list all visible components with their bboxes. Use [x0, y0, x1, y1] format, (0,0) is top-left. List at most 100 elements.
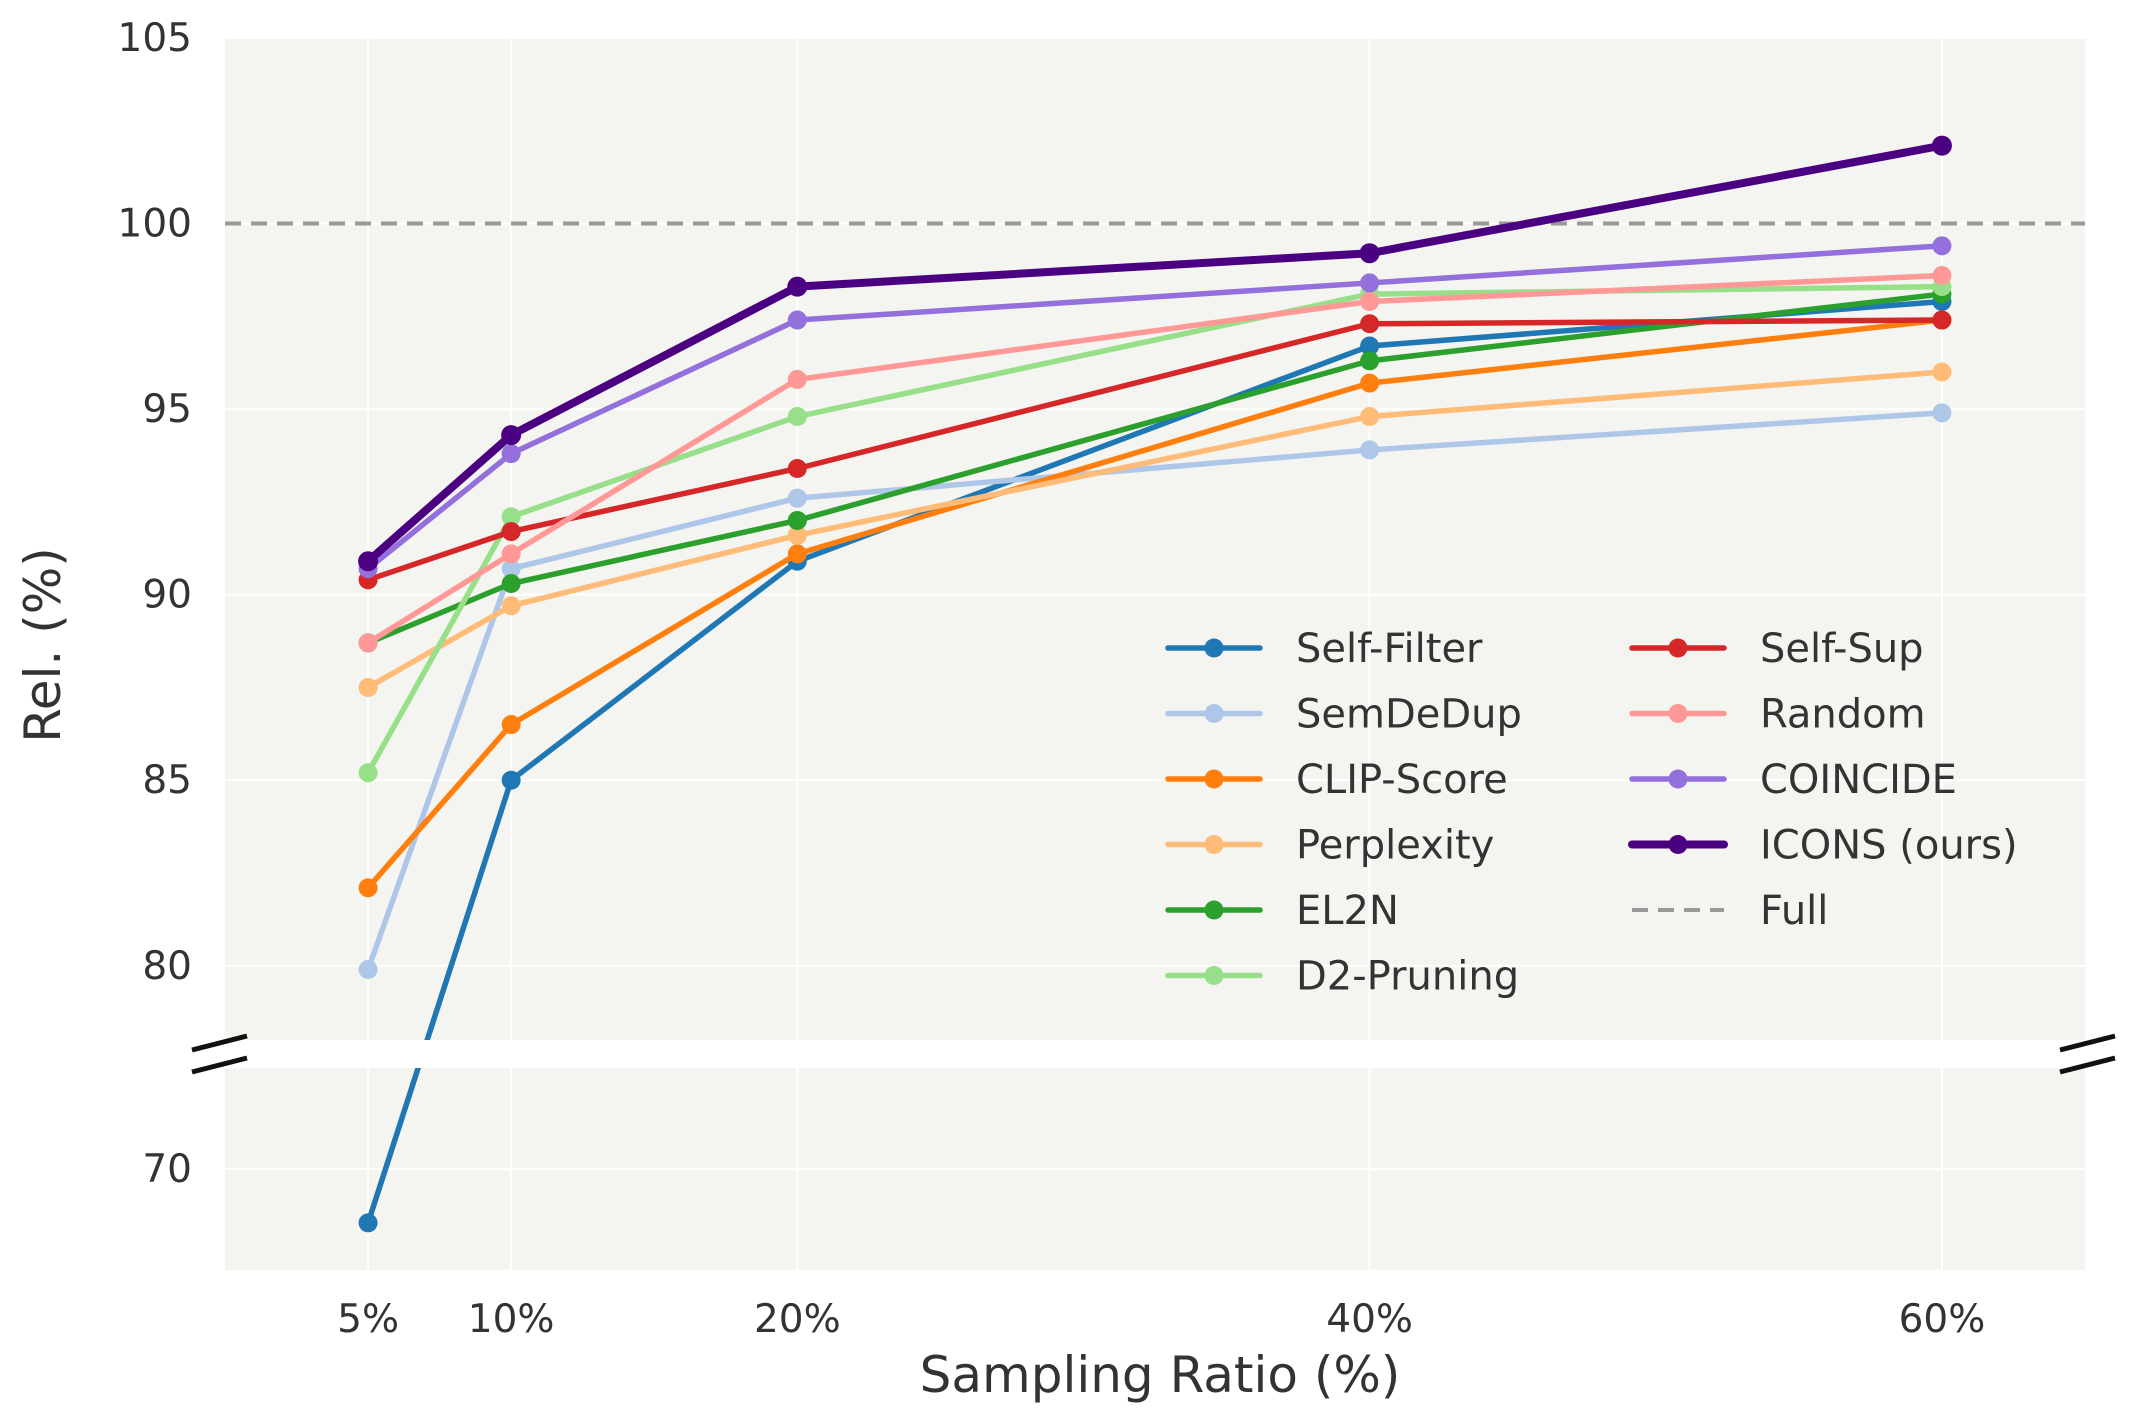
data-point — [501, 715, 521, 735]
legend-entry: EL2N — [1165, 888, 1399, 934]
break-gap — [185, 1040, 2132, 1068]
legend-label: D2-Pruning — [1296, 954, 1519, 1000]
data-point — [787, 488, 807, 508]
data-point — [1932, 403, 1952, 423]
x-tick-label: 5% — [337, 1297, 399, 1342]
y-tick-label: 95 — [142, 387, 192, 432]
data-point — [501, 544, 521, 564]
data-point — [1360, 336, 1380, 356]
data-point — [787, 369, 807, 389]
y-tick-label: 70 — [142, 1147, 192, 1192]
y-tick-label: 100 — [118, 202, 192, 247]
axis-break — [185, 1033, 2132, 1075]
data-point — [1932, 310, 1952, 330]
data-point — [501, 559, 521, 579]
series-random — [358, 266, 1952, 653]
data-point — [1360, 407, 1380, 427]
legend-swatch-marker — [1204, 638, 1224, 658]
legend-entry: Full — [1632, 888, 1828, 934]
y-tick-label: 105 — [118, 16, 192, 61]
legend-swatch-marker — [1668, 835, 1688, 854]
series-perplexity — [358, 362, 1952, 697]
data-point — [358, 878, 378, 898]
legend-entry: ICONS (ours) — [1628, 823, 2018, 869]
legend-label: Self-Filter — [1296, 626, 1483, 672]
legend-swatch-marker — [1668, 769, 1688, 789]
data-point — [1360, 273, 1380, 293]
data-point — [1360, 291, 1380, 311]
data-point — [787, 276, 808, 297]
data-point — [501, 770, 521, 790]
legend-swatch-marker — [1204, 900, 1224, 920]
series-icons-ours- — [358, 135, 1952, 572]
data-point — [501, 574, 521, 594]
legend-entry: D2-Pruning — [1165, 954, 1519, 1000]
break-mark-right-top — [2059, 1033, 2116, 1053]
data-point — [787, 458, 807, 478]
legend-label: SemDeDup — [1296, 692, 1522, 738]
data-point — [1932, 236, 1952, 256]
x-tick-label: 10% — [468, 1297, 555, 1342]
y-tick-label: 90 — [142, 573, 192, 618]
data-point — [501, 507, 521, 527]
x-tick-labels: 5% 10% 20% 40% 60% — [337, 1297, 1985, 1342]
data-point — [1360, 440, 1380, 460]
legend-swatch-marker — [1668, 638, 1688, 658]
legend: Self-Filter SemDeDup CLIP-Score Perplexity E… — [1165, 626, 2018, 1000]
data-point — [1932, 362, 1952, 382]
data-point — [358, 763, 378, 783]
data-point — [787, 525, 807, 545]
data-point — [358, 677, 378, 697]
data-point — [787, 310, 807, 330]
x-tick-label: 60% — [1899, 1297, 1986, 1342]
legend-label: ICONS (ours) — [1760, 823, 2018, 869]
data-point — [787, 510, 807, 530]
y-tick-label: 80 — [142, 944, 192, 989]
data-point — [501, 596, 521, 616]
data-point — [1932, 266, 1952, 286]
data-point — [1360, 373, 1380, 393]
y-tick-labels: 80 85 90 95 100 105 70 — [118, 16, 192, 1192]
legend-entry: COINCIDE — [1629, 757, 1957, 803]
series-semdedup — [358, 403, 1952, 979]
legend-entry: Random — [1629, 692, 1926, 738]
legend-label: Full — [1760, 888, 1828, 934]
legend-entry: Self-Filter — [1165, 626, 1483, 672]
data-point — [787, 544, 807, 564]
legend-swatch-marker — [1668, 704, 1688, 723]
legend-label: Self-Sup — [1760, 626, 1924, 672]
legend-entry: Self-Sup — [1629, 626, 1924, 672]
data-point — [1360, 351, 1380, 371]
x-tick-label: 20% — [754, 1297, 841, 1342]
break-mark-left-top — [191, 1033, 248, 1053]
data-point — [1359, 243, 1380, 264]
y-tick-label: 85 — [142, 758, 192, 803]
data-point — [358, 551, 379, 572]
legend-entry: Perplexity — [1165, 823, 1494, 869]
break-mark-right-bottom — [2059, 1055, 2116, 1075]
data-point — [501, 425, 522, 446]
data-point — [358, 633, 378, 653]
data-point — [358, 959, 378, 979]
series-lines — [358, 135, 1952, 1233]
legend-swatch-marker — [1204, 966, 1224, 985]
legend-label: CLIP-Score — [1296, 757, 1508, 803]
legend-entry: SemDeDup — [1165, 692, 1522, 738]
data-point — [1931, 135, 1952, 156]
legend-swatch-marker — [1204, 769, 1224, 789]
legend-entry: CLIP-Score — [1165, 757, 1508, 803]
data-point — [501, 444, 521, 464]
x-tick-label: 40% — [1326, 1297, 1413, 1342]
y-axis-title: Rel. (%) — [14, 547, 72, 742]
data-point — [1360, 314, 1380, 334]
legend-label: Perplexity — [1296, 823, 1494, 869]
x-axis-title: Sampling Ratio (%) — [920, 1346, 1401, 1404]
legend-label: Random — [1760, 692, 1926, 738]
data-point — [501, 522, 521, 542]
legend-label: COINCIDE — [1760, 757, 1957, 803]
data-point — [358, 1213, 378, 1233]
legend-swatch-marker — [1204, 835, 1224, 854]
legend-label: EL2N — [1296, 888, 1399, 934]
break-mark-left-bottom — [191, 1055, 248, 1075]
